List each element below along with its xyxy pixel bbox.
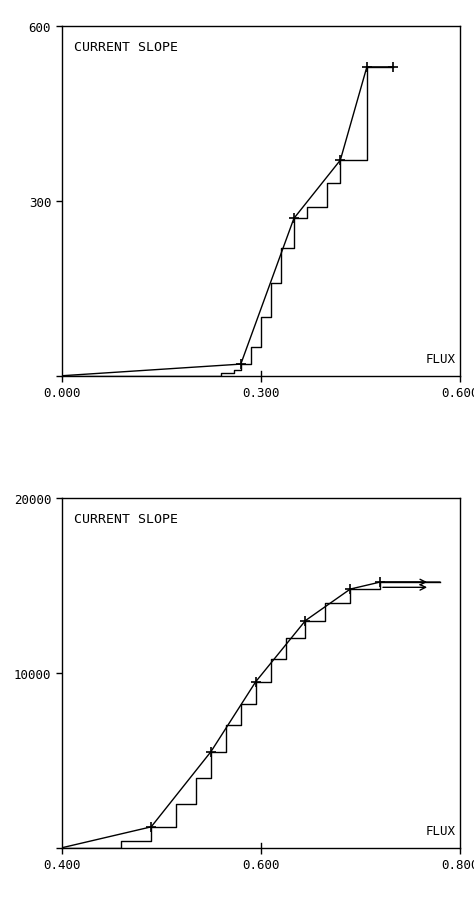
- Text: FLUX: FLUX: [426, 824, 456, 837]
- Text: CURRENT SLOPE: CURRENT SLOPE: [73, 41, 178, 54]
- Text: FLUX: FLUX: [426, 353, 456, 366]
- Text: CURRENT SLOPE: CURRENT SLOPE: [73, 512, 178, 526]
